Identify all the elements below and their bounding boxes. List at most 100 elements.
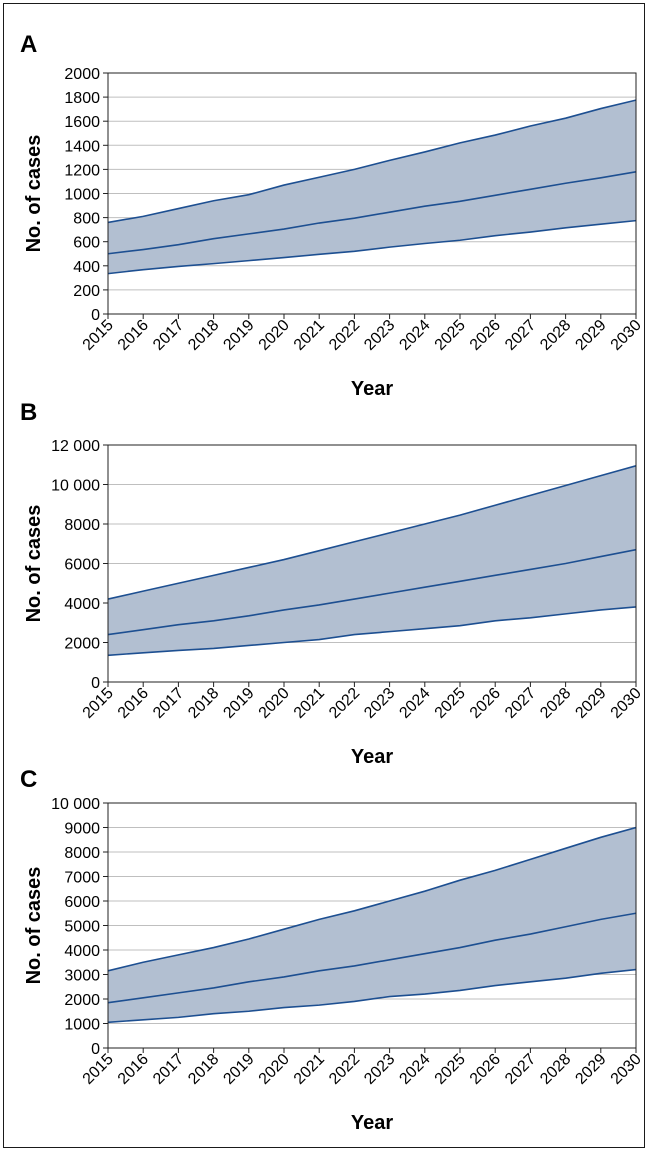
x-axis-title: Year bbox=[351, 1112, 393, 1134]
uncertainty-band bbox=[108, 100, 636, 274]
x-tick-label: 2022 bbox=[326, 685, 363, 722]
x-tick-label: 2021 bbox=[291, 685, 328, 722]
y-tick-label: 400 bbox=[73, 259, 100, 276]
uncertainty-band bbox=[108, 827, 636, 1023]
x-tick-label: 2024 bbox=[396, 1051, 433, 1088]
x-tick-label: 2028 bbox=[537, 685, 574, 722]
x-tick-label: 2021 bbox=[291, 317, 328, 354]
series-line-middle bbox=[107, 171, 637, 255]
x-tick-label: 2015 bbox=[80, 685, 117, 722]
x-tick-label: 2030 bbox=[608, 1051, 645, 1088]
y-tick-label: 1800 bbox=[64, 90, 100, 107]
chart-panel-a: A 0 200 400 600 800 1000 1200 1400 1600 1800 2000 20… bbox=[20, 31, 645, 400]
y-tick-label: 1400 bbox=[64, 138, 100, 155]
x-tick-label: 2020 bbox=[256, 317, 293, 354]
x-tick-label: 2027 bbox=[502, 1051, 539, 1088]
y-tick-label: 1600 bbox=[64, 114, 100, 131]
x-tick-label: 2015 bbox=[80, 1051, 117, 1088]
y-tick-label: 0 bbox=[91, 1041, 100, 1058]
x-tick-label: 2015 bbox=[80, 317, 117, 354]
x-tick-label: 2029 bbox=[572, 685, 609, 722]
x-tick-label: 2025 bbox=[432, 317, 469, 354]
x-tick-label: 2021 bbox=[291, 1051, 328, 1088]
x-tick-label: 2016 bbox=[115, 317, 152, 354]
x-tick-label: 2027 bbox=[502, 317, 539, 354]
x-tick-label: 2017 bbox=[150, 1051, 187, 1088]
y-tick-label: 3000 bbox=[64, 968, 100, 985]
x-axis-title: Year bbox=[351, 378, 393, 400]
y-tick-label: 200 bbox=[73, 283, 100, 300]
x-tick-label: 2022 bbox=[326, 1051, 363, 1088]
y-tick-label: 2000 bbox=[64, 66, 100, 83]
x-tick-label: 2018 bbox=[185, 317, 222, 354]
y-axis-title: No. of cases bbox=[23, 867, 45, 985]
x-tick-label: 2028 bbox=[537, 1051, 574, 1088]
x-tick-label: 2023 bbox=[361, 1051, 398, 1088]
y-axis-title: No. of cases bbox=[23, 505, 45, 623]
series-line-upper bbox=[107, 826, 637, 972]
x-tick-label: 2025 bbox=[432, 1051, 469, 1088]
series-line-middle bbox=[107, 548, 637, 636]
x-tick-label: 2025 bbox=[432, 685, 469, 722]
x-tick-label: 2017 bbox=[150, 317, 187, 354]
y-tick-label: 800 bbox=[73, 211, 100, 228]
y-tick-label: 4000 bbox=[64, 596, 100, 613]
series-line-middle bbox=[107, 912, 637, 1004]
y-tick-label: 8000 bbox=[64, 845, 100, 862]
x-tick-label: 2016 bbox=[115, 685, 152, 722]
y-tick-label: 4000 bbox=[64, 943, 100, 960]
uncertainty-band bbox=[108, 465, 636, 656]
x-tick-label: 2016 bbox=[115, 1051, 152, 1088]
series-line-lower bbox=[107, 606, 637, 657]
panel-letter: C bbox=[20, 766, 37, 793]
x-tick-label: 2022 bbox=[326, 317, 363, 354]
y-tick-label: 1200 bbox=[64, 162, 100, 179]
figure-frame bbox=[3, 3, 645, 1148]
y-tick-label: 6000 bbox=[64, 557, 100, 574]
x-tick-label: 2023 bbox=[361, 685, 398, 722]
x-tick-label: 2027 bbox=[502, 685, 539, 722]
x-tick-label: 2024 bbox=[396, 685, 433, 722]
x-axis-title: Year bbox=[351, 746, 393, 768]
x-tick-label: 2019 bbox=[220, 685, 257, 722]
x-tick-label: 2023 bbox=[361, 317, 398, 354]
series-line-upper bbox=[107, 464, 637, 600]
x-tick-label: 2026 bbox=[467, 317, 504, 354]
x-tick-label: 2030 bbox=[608, 685, 645, 722]
series-line-lower bbox=[107, 219, 637, 275]
y-tick-label: 2000 bbox=[64, 636, 100, 653]
series-line-upper bbox=[107, 99, 637, 224]
y-tick-label: 10 000 bbox=[51, 478, 100, 495]
x-tick-label: 2026 bbox=[467, 685, 504, 722]
y-tick-label: 600 bbox=[73, 235, 100, 252]
y-tick-label: 9000 bbox=[64, 821, 100, 838]
y-tick-label: 10 000 bbox=[51, 796, 100, 813]
series-line-lower bbox=[107, 968, 637, 1024]
x-tick-label: 2026 bbox=[467, 1051, 504, 1088]
y-tick-label: 2000 bbox=[64, 992, 100, 1009]
panel-letter: B bbox=[20, 399, 37, 426]
x-tick-label: 2024 bbox=[396, 317, 433, 354]
y-tick-label: 12 000 bbox=[51, 438, 100, 455]
y-tick-label: 5000 bbox=[64, 919, 100, 936]
x-tick-label: 2030 bbox=[608, 317, 645, 354]
y-tick-label: 1000 bbox=[64, 1017, 100, 1034]
x-tick-label: 2029 bbox=[572, 317, 609, 354]
x-tick-label: 2019 bbox=[220, 317, 257, 354]
panel-letter: A bbox=[20, 31, 37, 58]
x-tick-label: 2018 bbox=[185, 685, 222, 722]
chart-panel-c: C 0 1000 2000 3000 4000 5000 6000 7000 8000 9000 10… bbox=[20, 766, 645, 1134]
y-tick-label: 7000 bbox=[64, 870, 100, 887]
x-tick-label: 2029 bbox=[572, 1051, 609, 1088]
x-tick-label: 2017 bbox=[150, 685, 187, 722]
y-tick-label: 0 bbox=[91, 675, 100, 692]
y-tick-label: 0 bbox=[91, 307, 100, 324]
x-tick-label: 2028 bbox=[537, 317, 574, 354]
x-tick-label: 2018 bbox=[185, 1051, 222, 1088]
x-tick-label: 2020 bbox=[256, 685, 293, 722]
y-tick-label: 1000 bbox=[64, 187, 100, 204]
y-tick-label: 8000 bbox=[64, 517, 100, 534]
x-tick-label: 2019 bbox=[220, 1051, 257, 1088]
